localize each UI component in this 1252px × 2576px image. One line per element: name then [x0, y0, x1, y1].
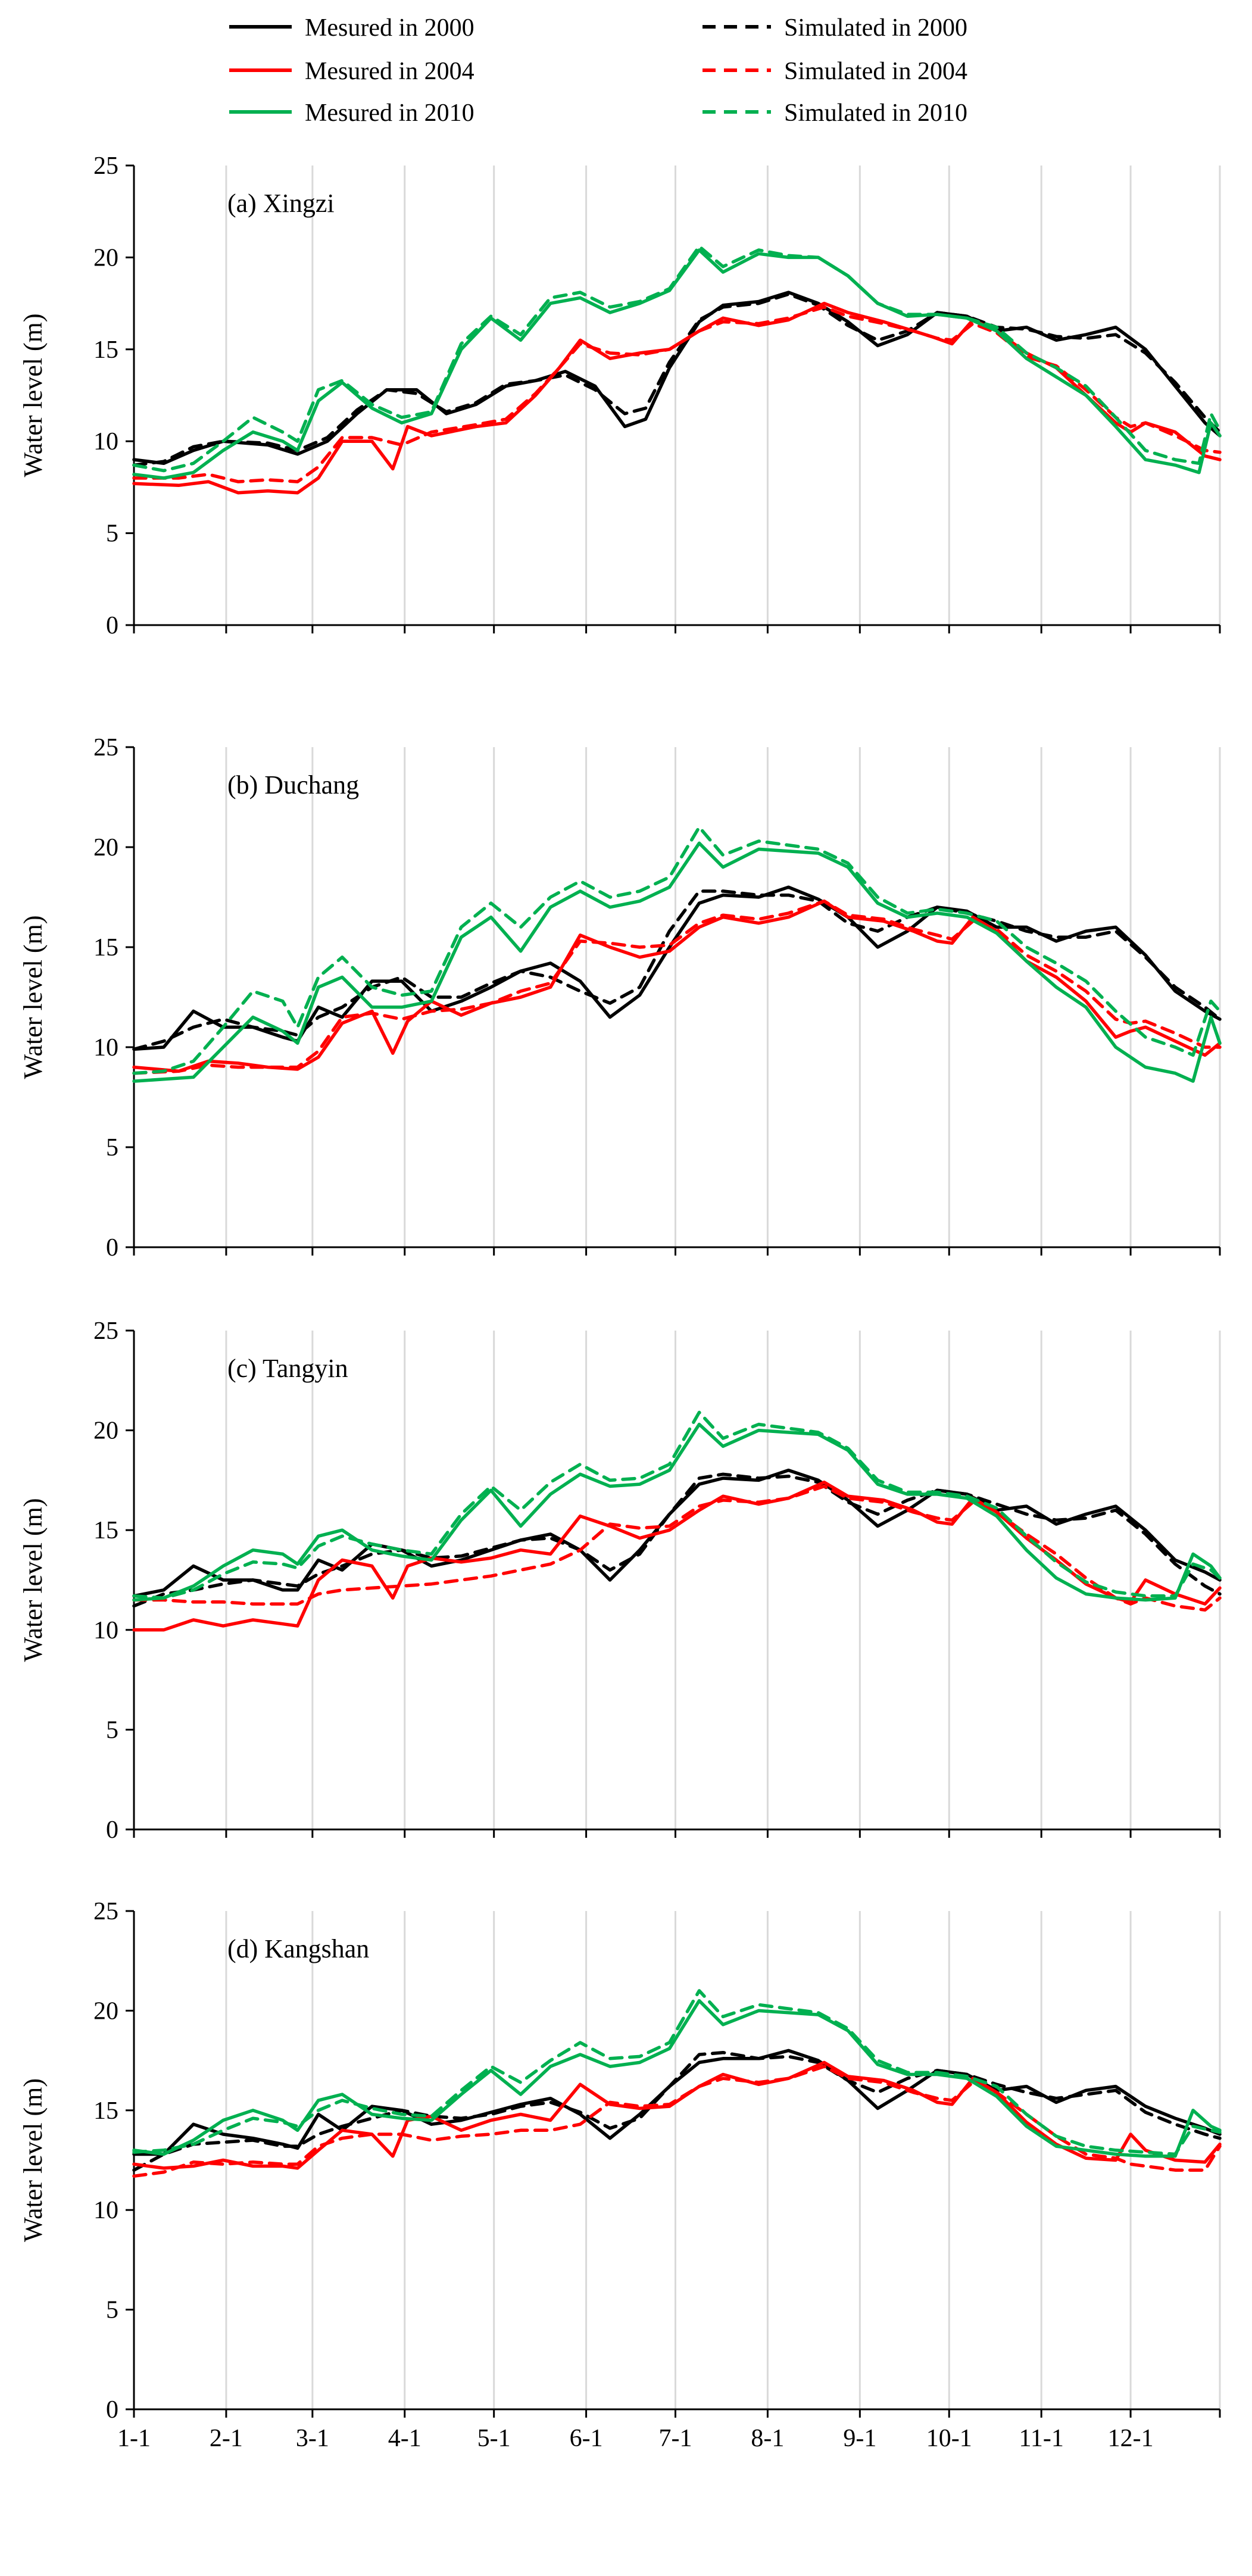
panel-title: (a) Xingzi	[227, 189, 335, 218]
y-tick-label: 20	[93, 1417, 118, 1445]
y-tick-label: 0	[106, 1234, 118, 1262]
x-tick-label: 4-1	[388, 2425, 422, 2452]
legend-label-1: Mesured in 2000	[305, 14, 474, 42]
series-line-m2010	[132, 248, 1222, 480]
panel-title: (b) Duchang	[227, 770, 359, 800]
legend: Mesured in 2000 Simulated in 2000 Mesured …	[229, 14, 967, 127]
x-tick-label: 12-1	[1108, 2425, 1154, 2452]
y-tick-label: 5	[106, 1134, 118, 1161]
y-tick-label: 25	[93, 1317, 118, 1345]
series-line-m2010	[132, 1999, 1222, 2158]
y-tick-label: 15	[93, 934, 118, 961]
panels: 0 5 10 15 20 25 Water level (m) (a) Xingzi 0 5 10 1…	[18, 152, 1222, 2452]
x-tick-label: 8-1	[751, 2425, 784, 2452]
panel-1: 0 5 10 15 20 25 Water level (m) (a) Xingzi	[18, 152, 1222, 639]
legend-label-4: Simulated in 2004	[784, 58, 967, 85]
y-tick-label: 15	[93, 1517, 118, 1544]
series-line-s2010	[132, 245, 1222, 473]
legend-label-2: Simulated in 2000	[784, 14, 967, 42]
x-tick-label: 11-1	[1019, 2425, 1063, 2452]
panel-title: (c) Tangyin	[227, 1354, 348, 1383]
x-tick-label: 6-1	[570, 2425, 603, 2452]
y-tick-label: 25	[93, 1898, 118, 1925]
y-tick-label: 5	[106, 520, 118, 548]
panel-3: 0 5 10 15 20 25 Water level (m) (c) Tangyin	[18, 1317, 1222, 1844]
y-tick-label: 20	[93, 834, 118, 861]
panel-2: 0 5 10 15 20 25 Water level (m) (b) Duchang	[18, 734, 1222, 1262]
y-axis-label: Water level (m)	[18, 916, 48, 1079]
series-line-s2004	[132, 1484, 1222, 1612]
y-tick-label: 0	[106, 612, 118, 639]
series-line-m2010	[132, 841, 1222, 1083]
legend-label-5: Mesured in 2010	[305, 99, 474, 127]
series-line-m2004	[132, 899, 1222, 1073]
x-tick-label: 2-1	[210, 2425, 243, 2452]
y-tick-label: 10	[93, 1034, 118, 1061]
y-tick-label: 0	[106, 2396, 118, 2424]
y-axis-label: Water level (m)	[18, 314, 48, 477]
panel-4: 0 5 10 15 20 25 1-1 2-1 3-1 4-1 5-1 6-1 7-1 8-1 9-1 10-…	[18, 1898, 1222, 2452]
x-tick-label: 10-1	[926, 2425, 972, 2452]
series-line-m2010	[132, 1422, 1222, 1602]
x-tick-label: 9-1	[843, 2425, 876, 2452]
series-line-s2004	[132, 2065, 1222, 2178]
y-tick-label: 10	[93, 2197, 118, 2224]
y-tick-label: 25	[93, 734, 118, 761]
y-tick-label: 5	[106, 1716, 118, 1744]
x-tick-label: 1-1	[117, 2425, 151, 2452]
series-line-s2004	[132, 899, 1222, 1075]
y-tick-label: 20	[93, 244, 118, 271]
legend-label-6: Simulated in 2010	[784, 99, 967, 127]
series-line-s2000	[132, 1472, 1222, 1608]
y-tick-label: 20	[93, 1997, 118, 2025]
series-line-m2000	[132, 291, 1222, 466]
series-line-s2000	[132, 2050, 1222, 2172]
panel-title: (d) Kangshan	[227, 1934, 369, 1963]
series-line-s2010	[132, 825, 1222, 1075]
y-tick-label: 0	[106, 1816, 118, 1844]
legend-label-3: Mesured in 2004	[305, 58, 474, 85]
y-tick-label: 5	[106, 2297, 118, 2324]
series-line-m2004	[132, 301, 1222, 495]
x-tick-label: 5-1	[477, 2425, 511, 2452]
y-tick-label: 10	[93, 1617, 118, 1644]
y-tick-label: 10	[93, 428, 118, 455]
x-tick-label: 7-1	[659, 2425, 692, 2452]
y-axis-label: Water level (m)	[18, 2078, 48, 2242]
series-line-s2010	[132, 1989, 1222, 2156]
y-axis-label: Water level (m)	[18, 1498, 48, 1662]
y-tick-label: 15	[93, 336, 118, 364]
y-tick-label: 25	[93, 152, 118, 180]
series-line-s2010	[132, 1410, 1222, 1600]
y-tick-label: 15	[93, 2097, 118, 2125]
x-tick-label: 3-1	[296, 2425, 329, 2452]
